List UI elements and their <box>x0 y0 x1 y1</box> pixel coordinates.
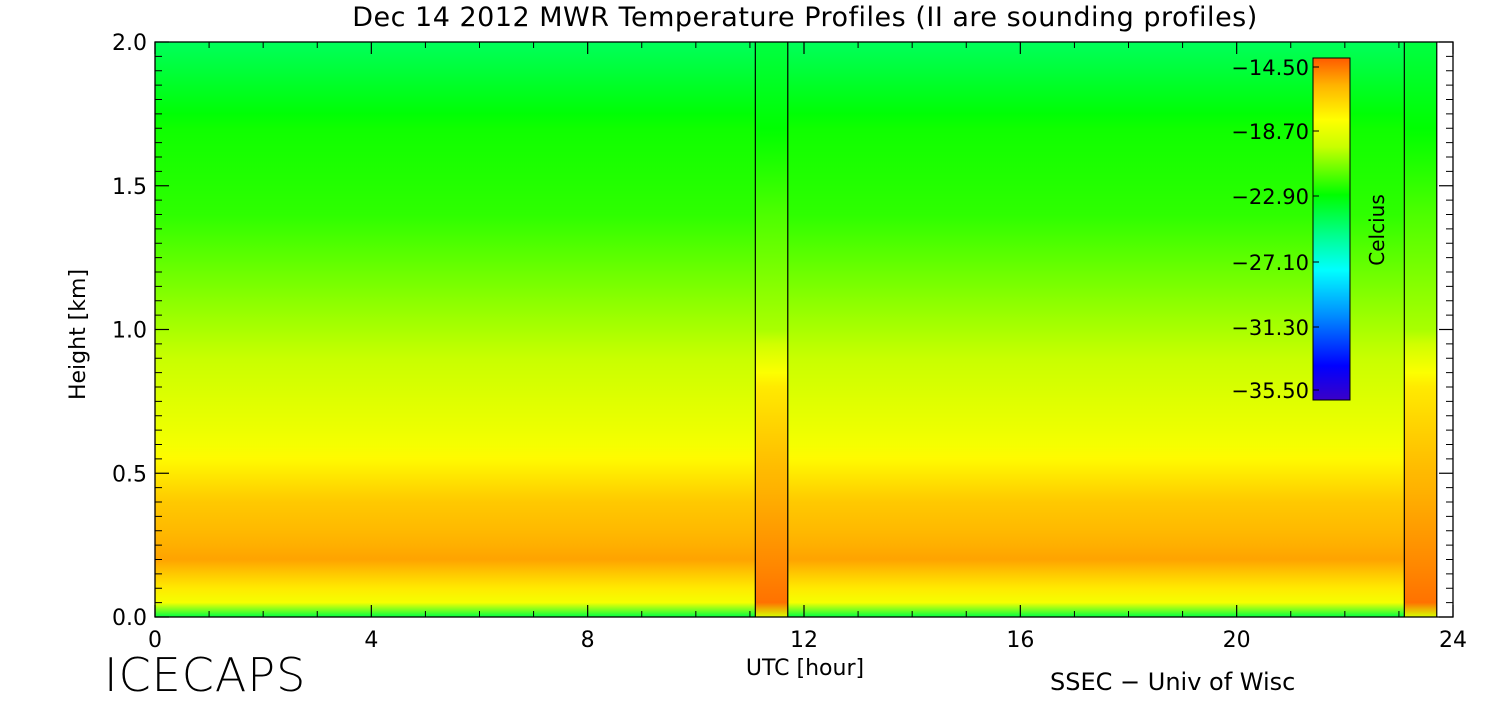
chart-title: Dec 14 2012 MWR Temperature Profiles (II… <box>352 2 1258 33</box>
y-tick-label: 0.5 <box>112 462 147 487</box>
y-tick-label: 1.5 <box>112 175 147 200</box>
colorbar-tick-label: −35.50 <box>1231 379 1309 403</box>
x-tick-label: 0 <box>148 628 162 653</box>
colorbar-tick-label: −18.70 <box>1231 120 1309 144</box>
heatmap-segment-1 <box>755 42 788 617</box>
colorbar-tick-label: −31.30 <box>1231 316 1309 340</box>
heatmap-segment-0 <box>155 42 756 617</box>
y-tick-label: 2.0 <box>112 31 147 56</box>
x-tick-label: 8 <box>581 628 595 653</box>
x-tick-label: 4 <box>364 628 378 653</box>
ssec-credit: SSEC − Univ of Wisc <box>1050 668 1296 696</box>
icecaps-label: ICECAPS <box>104 648 307 702</box>
heatmap-cells <box>155 42 1438 617</box>
colorbar-tick-label: −22.90 <box>1231 185 1309 209</box>
x-tick-label: 16 <box>1006 628 1034 653</box>
y-tick-label: 1.0 <box>112 319 147 344</box>
colorbar: −14.50 −18.70 −22.90 −27.10 −31.30 −35.50 Celc… <box>1231 56 1389 403</box>
colorbar-gradient <box>1312 57 1351 401</box>
y-axis-label: Height [km] <box>66 269 91 400</box>
y-tick-label: 0.0 <box>112 606 147 631</box>
x-axis-label: UTC [hour] <box>746 656 864 681</box>
x-tick-label: 12 <box>790 628 818 653</box>
colorbar-label: Celcius <box>1365 194 1389 265</box>
colorbar-tick-label: −27.10 <box>1231 251 1309 275</box>
x-tick-label: 24 <box>1439 628 1467 653</box>
colorbar-tick-label: −14.50 <box>1231 56 1309 80</box>
heatmap-segment-3 <box>1404 42 1437 617</box>
axes: 0 4 8 12 16 20 24 0.0 0.5 1.0 1.5 2.0 UTC [hour] Heig… <box>66 31 1467 681</box>
heatmap-segment-2 <box>787 42 1405 617</box>
x-tick-label: 20 <box>1223 628 1251 653</box>
